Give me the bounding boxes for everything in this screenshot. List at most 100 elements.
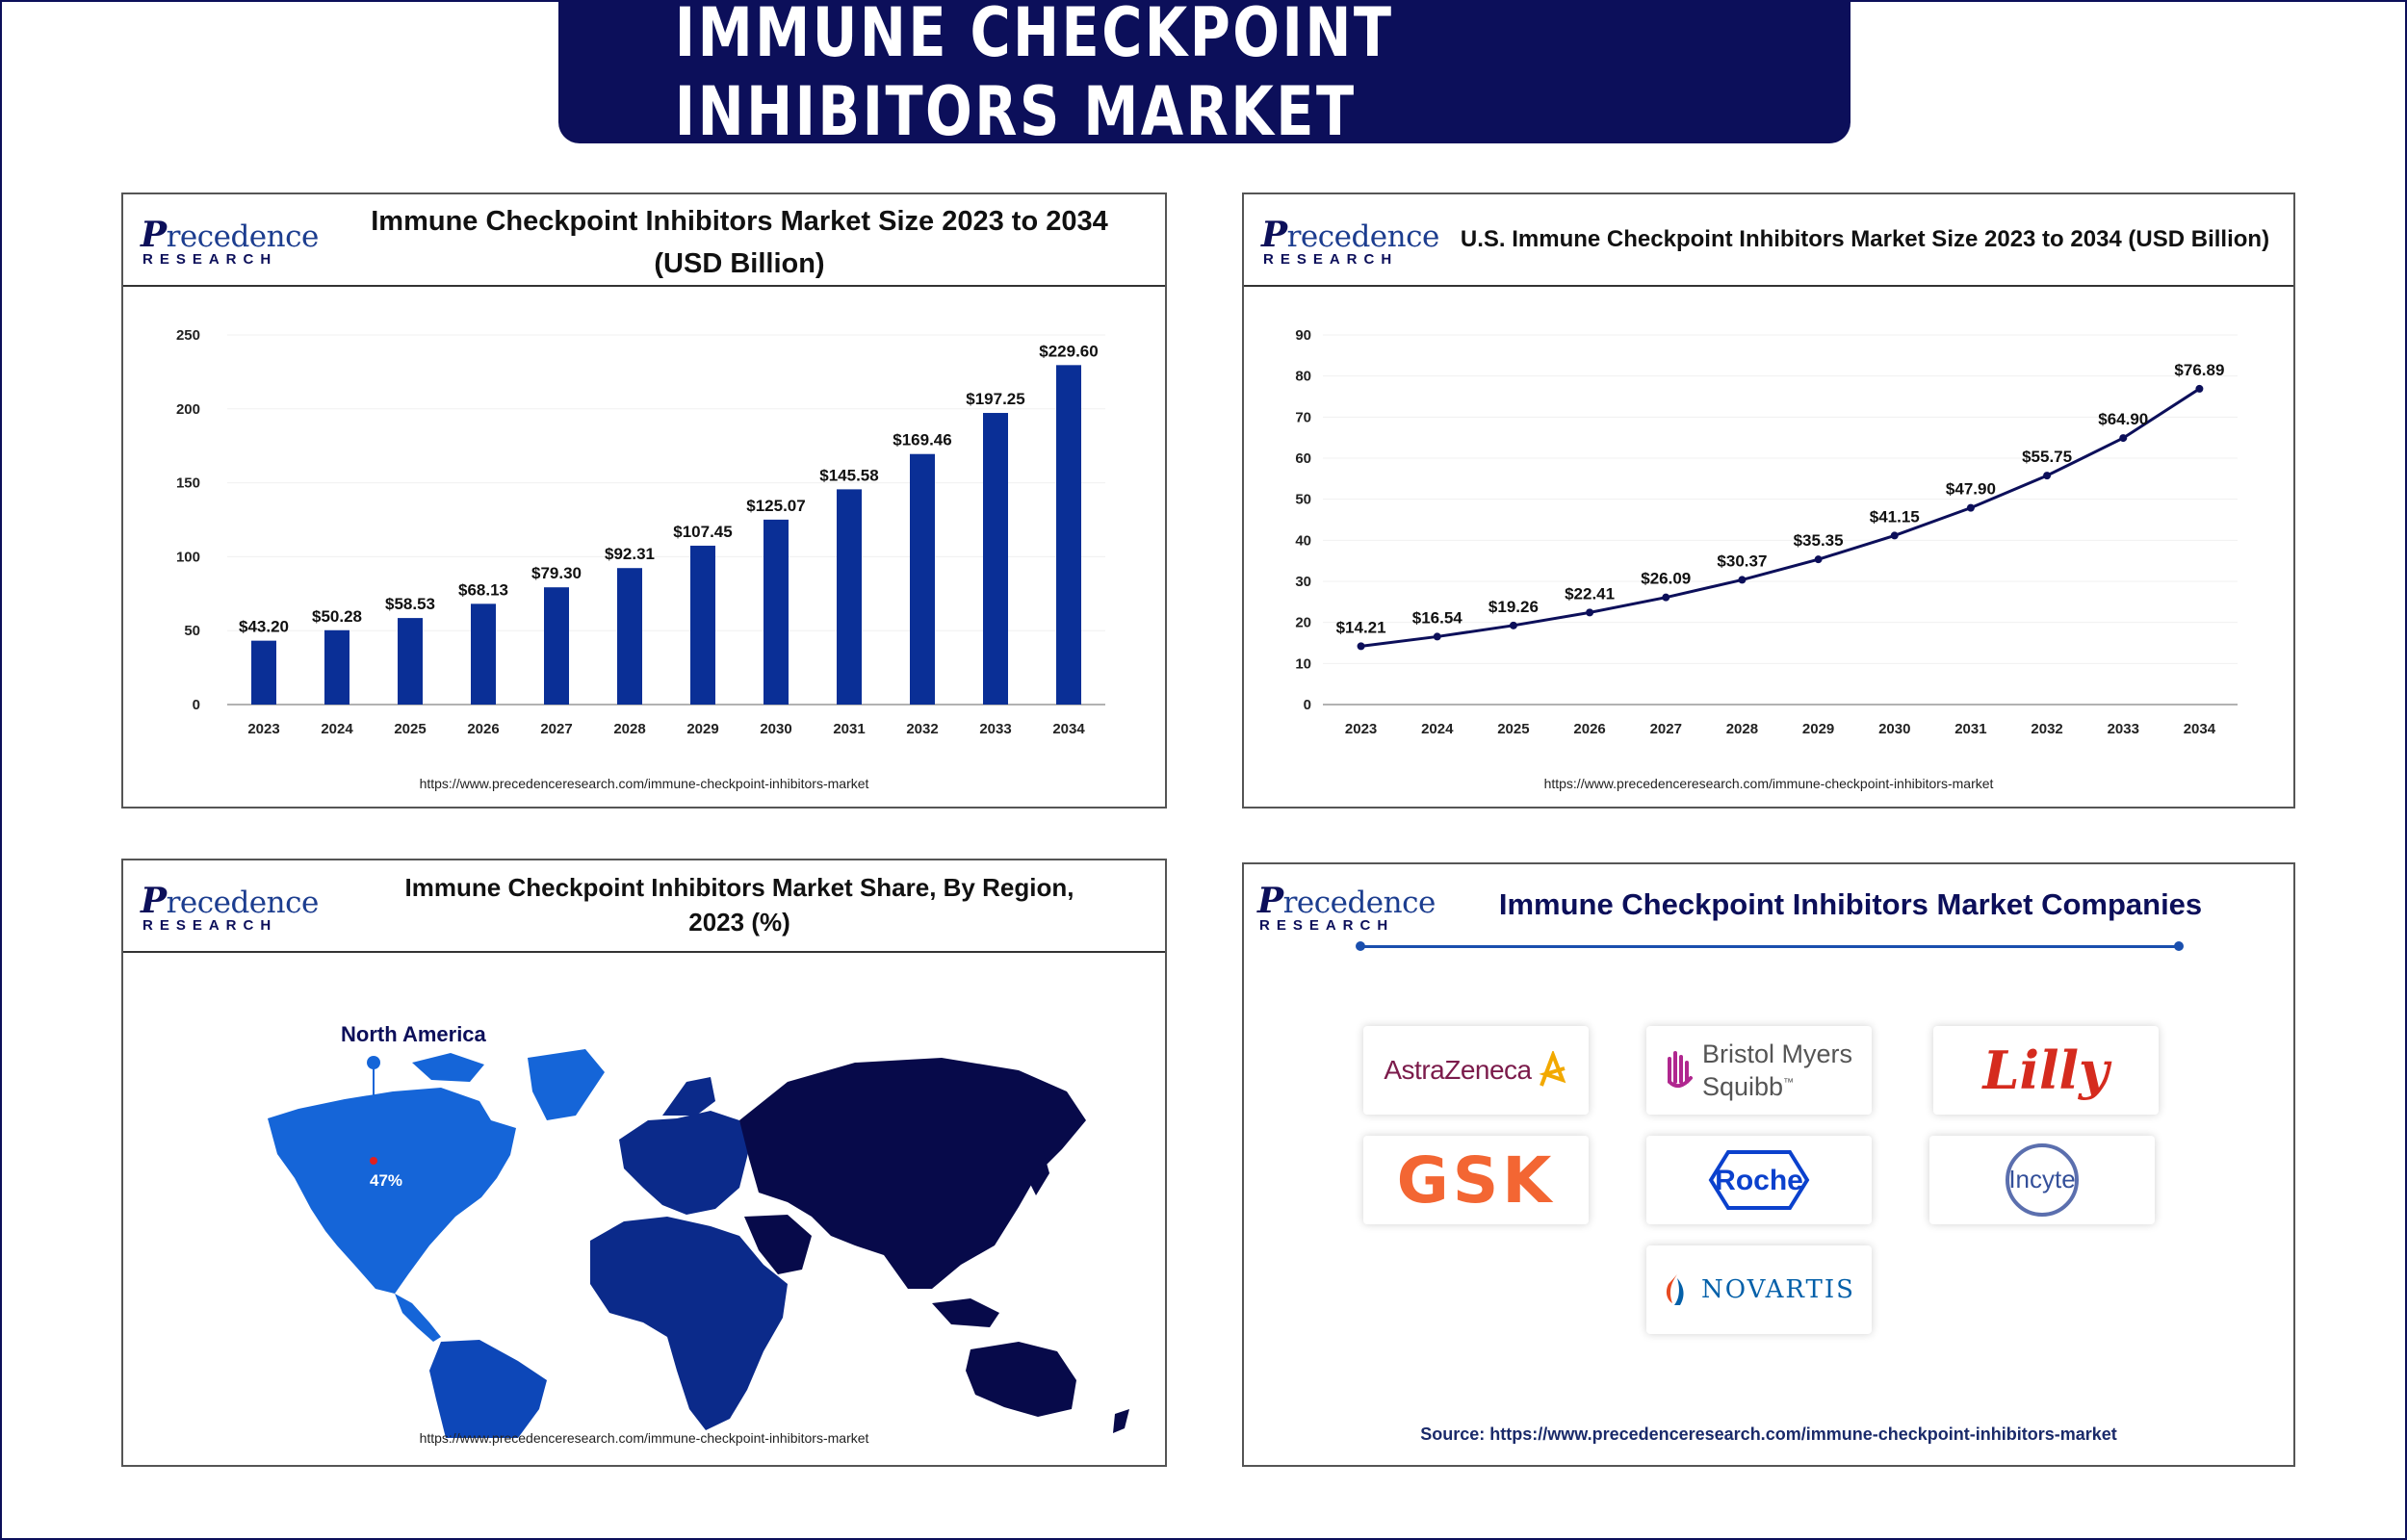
x-tick-label: 2030: [1878, 721, 1910, 737]
x-tick-label: 2033: [979, 721, 1011, 737]
bar: [251, 640, 276, 705]
bar-value-label: $145.58: [819, 466, 878, 484]
y-tick-label: 40: [1295, 532, 1311, 549]
point-value-label: $16.54: [1412, 608, 1463, 627]
line-chart-title: U.S. Immune Checkpoint Inhibitors Market…: [1460, 226, 2270, 252]
panel-header: Precedence RESEARCH U.S. Immune Checkpoi…: [1244, 194, 2293, 287]
point-value-label: $19.26: [1488, 598, 1539, 616]
bar-value-label: $92.31: [605, 545, 655, 563]
precedence-logo: Precedence RESEARCH: [141, 881, 319, 934]
line-chart: 0102030405060708090$14.212023$16.542024$…: [1295, 327, 2238, 737]
y-tick-label: 200: [176, 401, 200, 418]
bar-value-label: $79.30: [531, 564, 582, 582]
bar-value-label: $197.25: [966, 390, 1024, 408]
roche-hexagon: Roche: [1708, 1150, 1810, 1210]
point-value-label: $35.35: [1794, 531, 1844, 550]
bms-trademark: ™: [1783, 1077, 1795, 1089]
bar-value-label: $169.46: [893, 431, 951, 449]
bar-chart-title: Immune Checkpoint Inhibitors Market Size…: [371, 206, 1108, 279]
y-tick-label: 10: [1295, 655, 1311, 672]
bar: [690, 545, 715, 705]
bar: [544, 587, 569, 705]
title-underline: [1359, 945, 2178, 948]
bar-value-label: $229.60: [1039, 342, 1098, 360]
x-tick-label: 2025: [1497, 721, 1529, 737]
panel-header: Precedence RESEARCH Immune Checkpoint In…: [123, 194, 1165, 287]
bms-wordmark-line1: Bristol Myers: [1701, 1040, 1852, 1068]
point-value-label: $22.41: [1565, 584, 1615, 603]
map-south-america: [429, 1340, 547, 1438]
gsk-wordmark: GSK: [1396, 1142, 1556, 1218]
bar: [1056, 365, 1081, 705]
y-tick-label: 70: [1295, 409, 1311, 425]
line-point: [1966, 503, 1975, 512]
map-se-asia: [932, 1298, 999, 1327]
novartis-flame-icon: [1666, 1274, 1684, 1305]
x-tick-label: 2029: [1802, 721, 1834, 737]
point-value-label: $14.21: [1336, 618, 1386, 636]
y-tick-label: 80: [1295, 369, 1311, 385]
line-point: [1433, 632, 1441, 641]
incyte-wordmark: Incyte: [2008, 1165, 2075, 1194]
bar-value-label: $125.07: [746, 497, 805, 515]
bar: [324, 629, 349, 705]
world-map: North America 47%: [268, 1022, 1129, 1438]
roche-wordmark: Roche: [1715, 1165, 1803, 1196]
line-point: [1662, 593, 1670, 602]
y-tick-label: 0: [193, 697, 200, 713]
source-url: https://www.precedenceresearch.com/immun…: [419, 776, 869, 791]
y-tick-label: 0: [1304, 697, 1311, 713]
x-tick-label: 2023: [1345, 721, 1377, 737]
line-point: [2119, 434, 2128, 443]
companies-title: Immune Checkpoint Inhibitors Market Comp…: [1498, 887, 2203, 921]
x-tick-label: 2032: [2031, 721, 2062, 737]
map-japan: [1028, 1149, 1049, 1195]
x-tick-label: 2030: [760, 721, 791, 737]
incyte-circle: Incyte: [2006, 1143, 2079, 1217]
line-point: [1586, 608, 1594, 617]
company-card-incyte: Incyte: [1929, 1136, 2155, 1224]
bms-wordmark-line2: Squibb: [1701, 1072, 1784, 1101]
y-tick-label: 30: [1295, 574, 1311, 590]
companies-panel: Precedence RESEARCH Immune Checkpoint In…: [1242, 862, 2295, 1467]
bar: [398, 618, 423, 705]
source-url: https://www.precedenceresearch.com/immun…: [419, 1430, 869, 1446]
precedence-logo: Precedence RESEARCH: [1257, 881, 1436, 934]
global-market-panel: Precedence RESEARCH Immune Checkpoint In…: [121, 192, 1167, 808]
bar: [617, 568, 642, 705]
x-tick-label: 2031: [833, 721, 865, 737]
map-australia: [966, 1342, 1076, 1417]
map-marker-dot: [370, 1157, 377, 1165]
map-middle-east: [744, 1215, 812, 1274]
us-market-panel: Precedence RESEARCH U.S. Immune Checkpoi…: [1242, 192, 2295, 808]
company-card-astrazeneca: AstraZeneca: [1363, 1026, 1589, 1115]
line-point: [2195, 384, 2204, 393]
map-asia: [739, 1058, 1086, 1289]
companies-source: Source: https://www.precedenceresearch.c…: [1420, 1424, 2117, 1444]
company-card-lilly: Lilly: [1933, 1026, 2159, 1115]
x-tick-label: 2028: [1726, 721, 1758, 737]
source-url: https://www.precedenceresearch.com/immun…: [1543, 776, 1994, 791]
map-central-america: [395, 1294, 441, 1342]
bar-value-label: $107.45: [673, 523, 732, 541]
astrazeneca-wordmark: AstraZeneca: [1384, 1055, 1532, 1085]
point-value-label: $26.09: [1641, 570, 1691, 588]
map-north-america: [268, 1088, 516, 1294]
bar-value-label: $43.20: [239, 618, 289, 636]
x-tick-label: 2026: [1573, 721, 1605, 737]
series-line: [1360, 387, 2201, 648]
point-value-label: $41.15: [1870, 507, 1920, 526]
x-tick-label: 2027: [540, 721, 572, 737]
line-point: [2043, 472, 2052, 480]
bar: [837, 489, 862, 705]
bar-value-label: $68.13: [458, 580, 508, 599]
line-point: [1509, 621, 1517, 629]
map-greenland: [528, 1049, 605, 1120]
y-tick-label: 50: [184, 623, 200, 639]
y-tick-label: 100: [176, 549, 200, 565]
map-region-label: North America: [341, 1022, 487, 1046]
x-tick-label: 2023: [247, 721, 279, 737]
x-tick-label: 2029: [686, 721, 718, 737]
company-card-novartis: NOVARTIS: [1646, 1245, 1872, 1334]
y-tick-label: 150: [176, 475, 200, 492]
